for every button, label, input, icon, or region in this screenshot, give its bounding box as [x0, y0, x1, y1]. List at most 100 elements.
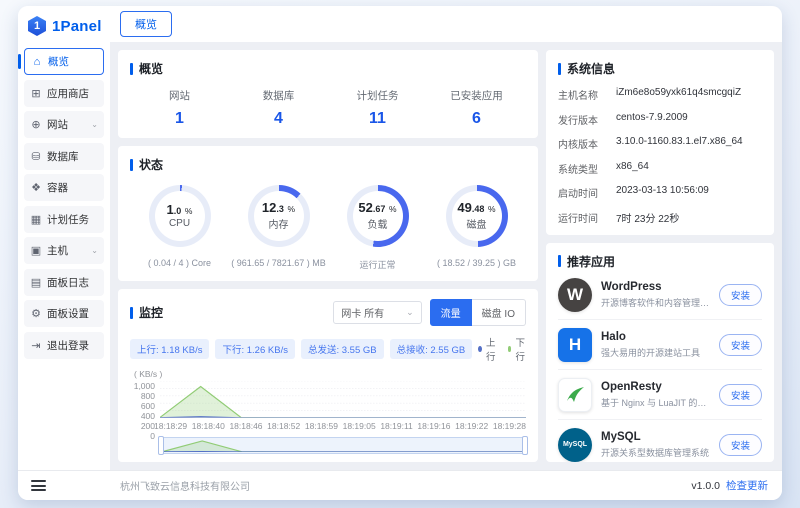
company-name: 杭州飞致云信息科技有限公司: [120, 478, 250, 493]
info-row-distro: 发行版本 centos-7.9.2009: [558, 112, 762, 127]
mysql-icon: MySQL: [558, 428, 592, 462]
sidebar: 1 1Panel ⌂ 概览 ⊞ 应用商店 ⊕ 网站 ⌄ ⛁: [18, 6, 110, 470]
install-openresty-button[interactable]: 安装: [719, 384, 762, 406]
sidebar-item-host[interactable]: ▣ 主机 ⌄: [24, 237, 104, 264]
total-received-badge: 总接收: 2.55 GB: [390, 339, 473, 359]
legend-up[interactable]: 上行: [478, 335, 498, 363]
cpu-gauge: 1.0 % CPU ( 0.04 / 4 ) Core: [130, 185, 229, 271]
load-gauge: 52.67 % 负载 运行正常: [328, 185, 427, 271]
app-window: 1 1Panel ⌂ 概览 ⊞ 应用商店 ⊕ 网站 ⌄ ⛁: [18, 6, 782, 500]
disk-io-button[interactable]: 磁盘 IO: [472, 299, 526, 326]
nic-select[interactable]: 网卡 所有 ⌄: [333, 301, 421, 324]
schedule-icon: ▦: [30, 213, 42, 226]
logout-icon: ⇥: [30, 339, 42, 352]
install-mysql-button[interactable]: 安装: [719, 434, 762, 456]
datazoom-handle-left[interactable]: [158, 436, 164, 455]
tab-overview[interactable]: 概览: [120, 11, 172, 37]
app-name: MySQL: [601, 431, 710, 443]
sidebar-item-panel-logs[interactable]: ▤ 面板日志: [24, 269, 104, 296]
disk-gauge: 49.48 % 磁盘 ( 18.52 / 39.25 ) GB: [427, 185, 526, 271]
wordpress-icon: W: [558, 278, 592, 312]
traffic-chart[interactable]: [160, 381, 526, 418]
memory-gauge: 12.3 % 内存 ( 961.65 / 7821.67 ) MB: [229, 185, 328, 271]
y-axis-unit-label: ( KB/s ): [134, 369, 526, 379]
donut-ring: 1.0 % CPU: [149, 185, 211, 247]
info-row-uptime: 运行时间 7时 23分 22秒: [558, 210, 762, 225]
sidebar-item-label: 面板设置: [47, 306, 89, 321]
datazoom-handle-right[interactable]: [522, 436, 528, 455]
section-bar: [130, 307, 133, 319]
stat-databases: 数据库 4: [229, 88, 328, 128]
app-name: OpenResty: [601, 381, 710, 393]
x-axis-ticks: 18:18:2918:18:4018:18:4618:18:5218:18:59…: [154, 421, 526, 431]
sidebar-item-label: 数据库: [47, 149, 79, 164]
donut-ring: 52.67 % 负载: [347, 185, 409, 247]
sidebar-item-label: 面板日志: [47, 275, 89, 290]
section-bar: [558, 63, 561, 75]
sidebar-item-database[interactable]: ⛁ 数据库: [24, 143, 104, 170]
settings-icon: ⚙: [30, 307, 42, 320]
sidebar-item-logout[interactable]: ⇥ 退出登录: [24, 332, 104, 359]
section-bar: [130, 63, 133, 75]
chevron-down-icon: ⌄: [406, 307, 414, 318]
sidebar-item-container[interactable]: ❖ 容器: [24, 174, 104, 201]
monitor-card: 监控 网卡 所有 ⌄ 流量 磁盘 IO 上行: 1.18 KB/s: [118, 289, 538, 462]
log-icon: ▤: [30, 276, 42, 289]
main-area: 概览 概览 网站 1 数据库: [110, 6, 782, 470]
y-axis-ticks: 1,0008006004002000: [130, 381, 160, 418]
sidebar-collapse-button[interactable]: [18, 478, 110, 494]
host-icon: ▣: [30, 244, 42, 257]
app-desc: 开源博客软件和内容管理系统: [601, 296, 710, 309]
gauge-detail: 运行正常: [359, 258, 395, 271]
sidebar-item-website[interactable]: ⊕ 网站 ⌄: [24, 111, 104, 138]
app-desc: 强大易用的开源建站工具: [601, 346, 710, 359]
stat-cronjobs: 计划任务 11: [328, 88, 427, 128]
sidebar-item-appstore[interactable]: ⊞ 应用商店: [24, 80, 104, 107]
stat-label: 已安装应用: [427, 88, 526, 103]
app-row-wordpress: W WordPress 开源博客软件和内容管理系统 安装: [558, 270, 762, 320]
check-update-link[interactable]: 检查更新: [726, 478, 768, 493]
stat-value: 4: [229, 110, 328, 128]
install-wordpress-button[interactable]: 安装: [719, 284, 762, 306]
app-name: Halo: [601, 331, 710, 343]
sidebar-item-panel-settings[interactable]: ⚙ 面板设置: [24, 300, 104, 327]
info-row-arch: 系统类型 x86_64: [558, 161, 762, 176]
recommended-apps-card: 推荐应用 W WordPress 开源博客软件和内容管理系统 安装 H: [546, 243, 774, 463]
stat-value: 11: [328, 110, 427, 128]
datazoom-slider[interactable]: [160, 437, 526, 454]
sidebar-item-cronjob[interactable]: ▦ 计划任务: [24, 206, 104, 233]
database-icon: ⛁: [30, 150, 42, 163]
info-row-hostname: 主机名称 iZm6e8o59yxk61q4smcgqiZ: [558, 87, 762, 102]
total-sent-badge: 总发送: 3.55 GB: [301, 339, 384, 359]
app-desc: 开源关系型数据库管理系统: [601, 446, 710, 459]
gauge-detail: ( 961.65 / 7821.67 ) MB: [231, 258, 326, 268]
donut-ring: 12.3 % 内存: [248, 185, 310, 247]
sidebar-item-label: 主机: [47, 243, 68, 258]
sidebar-item-label: 容器: [47, 180, 68, 195]
app-row-halo: H Halo 强大易用的开源建站工具 安装: [558, 320, 762, 370]
info-row-boot-time: 启动时间 2023-03-13 10:56:09: [558, 185, 762, 200]
container-icon: ❖: [30, 181, 42, 194]
website-icon: ⊕: [30, 118, 42, 131]
section-bar: [130, 159, 133, 171]
version-label: v1.0.0: [691, 480, 720, 492]
overview-card: 概览 网站 1 数据库 4 计划任务: [118, 50, 538, 138]
chevron-down-icon: ⌄: [91, 246, 98, 255]
sidebar-item-label: 应用商店: [47, 86, 89, 101]
chevron-down-icon: ⌄: [91, 120, 98, 129]
stat-installed-apps: 已安装应用 6: [427, 88, 526, 128]
traffic-button[interactable]: 流量: [430, 299, 472, 326]
stat-label: 网站: [130, 88, 229, 103]
sidebar-item-overview[interactable]: ⌂ 概览: [24, 48, 104, 75]
install-halo-button[interactable]: 安装: [719, 334, 762, 356]
sidebar-item-label: 计划任务: [47, 212, 89, 227]
legend-dot-up: [478, 346, 482, 352]
overview-title: 概览: [139, 60, 163, 77]
down-rate-badge: 下行: 1.26 KB/s: [215, 339, 294, 359]
legend-down[interactable]: 下行: [508, 335, 528, 363]
openresty-icon: [558, 378, 592, 412]
status-title: 状态: [139, 156, 163, 173]
footer: 杭州飞致云信息科技有限公司 v1.0.0 检查更新: [18, 470, 782, 500]
app-row-openresty: OpenResty 基于 Nginx 与 LuaJIT 的高性能 Web 平台 …: [558, 370, 762, 420]
logo-text: 1Panel: [52, 18, 102, 35]
